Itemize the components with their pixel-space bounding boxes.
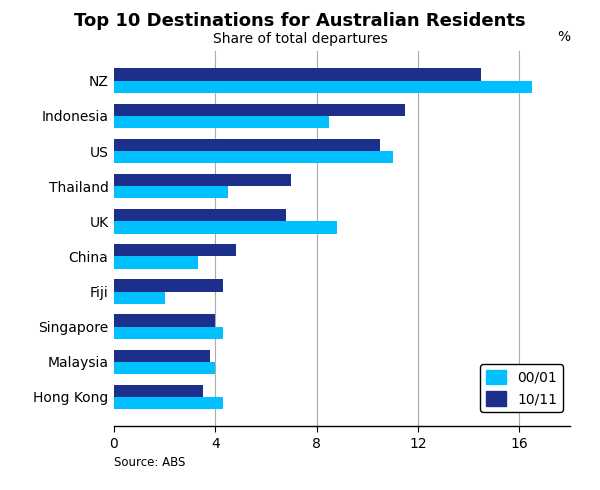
Text: Share of total departures: Share of total departures [212,32,388,46]
Bar [114,349,210,362]
Bar [114,244,236,256]
Bar [114,256,197,269]
Text: %: % [557,30,570,44]
Bar [114,362,215,374]
Bar [114,81,532,93]
Bar [114,385,203,397]
Bar [114,139,380,151]
Bar [114,279,223,292]
Bar [114,315,215,327]
Text: Top 10 Destinations for Australian Residents: Top 10 Destinations for Australian Resid… [74,12,526,30]
Bar [114,116,329,128]
Bar [114,209,286,221]
Bar [114,292,164,304]
Bar [114,69,481,81]
Bar [114,174,292,186]
Bar [114,221,337,234]
Bar [114,103,406,116]
Bar [114,186,228,198]
Bar [114,397,223,409]
Bar [114,151,392,163]
Legend: 00/01, 10/11: 00/01, 10/11 [480,364,563,412]
Text: Source: ABS: Source: ABS [114,456,185,469]
Bar [114,327,223,339]
